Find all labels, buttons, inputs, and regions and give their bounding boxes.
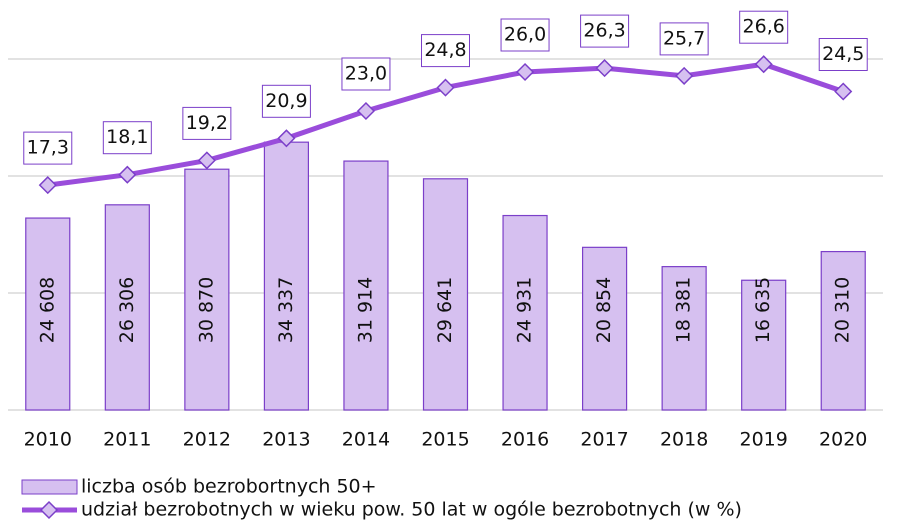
- value-label-box: [261, 84, 311, 118]
- line-value-label: 19,2: [186, 112, 228, 134]
- bar-value-label: 29 641: [434, 277, 456, 343]
- x-tick-label: 2013: [262, 429, 310, 451]
- bar: [422, 178, 469, 411]
- bar: [25, 217, 71, 411]
- value-label-box: [421, 34, 470, 68]
- x-tick-label: 2018: [660, 429, 708, 451]
- x-tick-label: 2015: [421, 429, 469, 451]
- value-label-box: [580, 14, 630, 48]
- bar: [581, 246, 628, 411]
- bar-value-label: 20 854: [593, 277, 615, 343]
- bar: [104, 204, 150, 411]
- value-label-box: [341, 57, 391, 91]
- bar: [820, 250, 866, 411]
- line-value-label: 20,9: [265, 90, 307, 112]
- bar-value-label: 24 931: [514, 277, 536, 343]
- legend-marker: [39, 500, 59, 520]
- x-tick-label: 2011: [103, 429, 151, 451]
- bar-value-label: 20 310: [832, 277, 854, 343]
- line-value-label: 26,6: [743, 16, 785, 38]
- x-tick-label: 2017: [580, 429, 628, 451]
- value-label-box: [739, 10, 789, 44]
- line-value-label: 24,8: [424, 39, 466, 61]
- line-marker: [675, 66, 694, 85]
- legend-swatch: [21, 479, 78, 495]
- line-marker: [595, 59, 614, 78]
- value-label-box: [500, 18, 550, 52]
- line-marker: [277, 129, 296, 148]
- legend-label: liczba osób bezrobortnych 50+: [81, 476, 377, 498]
- x-tick-label: 2019: [740, 429, 788, 451]
- bar-value-label: 18 381: [673, 277, 695, 343]
- bar-value-label: 24 608: [36, 277, 58, 343]
- bar: [184, 168, 230, 411]
- bar-value-label: 30 870: [195, 277, 217, 343]
- line-value-label: 26,0: [504, 24, 546, 46]
- line-marker: [834, 82, 853, 101]
- bar: [502, 214, 548, 411]
- x-tick-label: 2012: [183, 429, 231, 451]
- line-value-label: 26,3: [583, 20, 625, 42]
- line-marker: [356, 101, 376, 121]
- line-value-label: 25,7: [663, 27, 705, 49]
- bar: [343, 160, 389, 411]
- line-value-label: 23,0: [345, 63, 387, 85]
- line-marker: [38, 176, 57, 195]
- line-value-label: 18,1: [106, 126, 148, 148]
- line-marker: [118, 165, 137, 184]
- value-label-box: [182, 106, 232, 140]
- x-tick-label: 2016: [501, 429, 549, 451]
- value-label-box: [818, 38, 868, 71]
- x-tick-label: 2010: [24, 429, 72, 451]
- line-value-label: 24,5: [822, 43, 864, 65]
- value-label-box: [659, 22, 709, 56]
- bar-value-label: 34 337: [275, 277, 297, 343]
- x-tick-label: 2020: [819, 429, 867, 451]
- line-marker: [754, 55, 773, 74]
- bar-value-label: 16 635: [752, 277, 774, 343]
- x-tick-label: 2014: [342, 429, 390, 451]
- value-label-box: [102, 121, 152, 155]
- line-marker: [436, 78, 455, 97]
- line-value-label: 17,3: [27, 137, 69, 159]
- bar-value-label: 26 306: [116, 277, 138, 343]
- bar: [263, 141, 310, 411]
- bar: [741, 279, 787, 411]
- line-marker: [197, 151, 216, 170]
- bar: [661, 266, 707, 411]
- bar-value-label: 31 914: [354, 277, 376, 343]
- legend-label: udział bezrobotnych w wieku pow. 50 lat …: [81, 499, 742, 521]
- line-marker: [515, 62, 535, 82]
- value-label-box: [23, 131, 73, 165]
